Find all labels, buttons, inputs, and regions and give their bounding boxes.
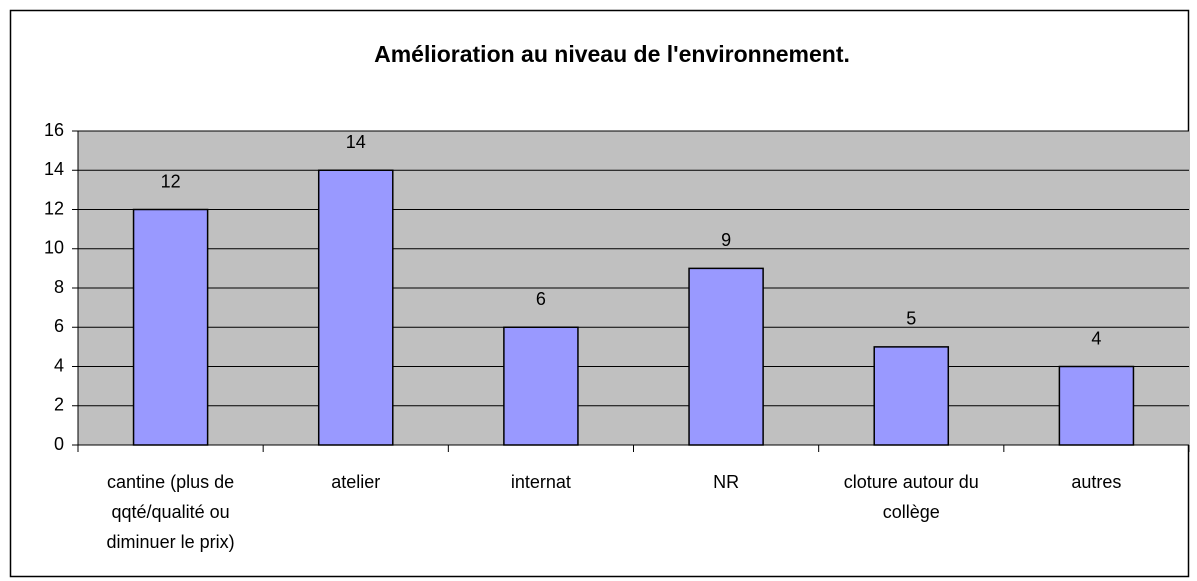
bar bbox=[132, 208, 209, 446]
y-tick-label: 2 bbox=[54, 395, 64, 415]
x-tick-label: atelier bbox=[331, 472, 381, 492]
bar bbox=[688, 267, 764, 446]
data-label: 9 bbox=[721, 230, 731, 250]
bar bbox=[503, 326, 579, 446]
bar bbox=[1058, 365, 1135, 446]
y-tick-label: 4 bbox=[54, 355, 64, 375]
x-tick-label: cloture autour du collège bbox=[843, 472, 979, 522]
y-tick-label: 16 bbox=[44, 120, 64, 140]
y-tick-label: 10 bbox=[44, 238, 64, 258]
data-label: 5 bbox=[906, 309, 916, 329]
x-tick-label: NR bbox=[713, 472, 740, 492]
x-tick-label: autres bbox=[1071, 472, 1122, 492]
y-tick-label: 8 bbox=[54, 277, 64, 297]
y-tick-label: 6 bbox=[54, 316, 64, 336]
data-label: 12 bbox=[161, 171, 181, 191]
data-label: 6 bbox=[536, 289, 546, 309]
y-tick-label: 0 bbox=[54, 434, 64, 454]
y-tick-label: 12 bbox=[44, 198, 64, 218]
x-tick-label: internat bbox=[510, 472, 571, 492]
data-label: 14 bbox=[346, 132, 366, 152]
bar bbox=[317, 169, 394, 446]
chart-title: Amélioration au niveau de l'environnemen… bbox=[374, 41, 850, 67]
y-tick-label: 14 bbox=[44, 159, 64, 179]
bar bbox=[873, 346, 950, 446]
x-tick-label: cantine (plus de qqté/qualité ou diminue… bbox=[106, 472, 235, 552]
data-label: 4 bbox=[1091, 328, 1101, 348]
